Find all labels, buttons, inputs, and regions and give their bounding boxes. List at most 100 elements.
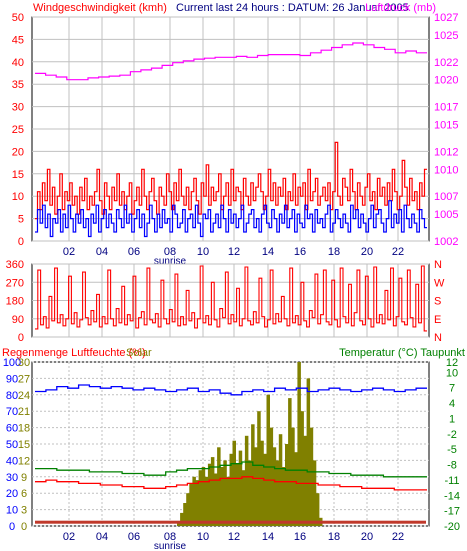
y-tick-label-temperature: -5	[447, 444, 457, 456]
solar-bar	[248, 460, 252, 526]
y-tick-label-humidity: 20	[6, 488, 18, 500]
x-tick-label: 02	[63, 246, 75, 258]
x-tick-label: 08	[164, 531, 176, 543]
y-tick-label-temperature: -11	[444, 475, 459, 487]
y-tick-label-wind: 25	[12, 124, 24, 136]
x-tick-label: 16	[294, 531, 306, 543]
solar-bar	[309, 427, 314, 526]
solar-bar	[263, 453, 267, 526]
y-tick-label-wind: 50	[12, 12, 24, 24]
solar-bar	[315, 493, 320, 526]
x-tick-label: 20	[361, 246, 373, 258]
y-tick-label-humidity: 70	[6, 406, 18, 418]
solar-bar	[260, 440, 264, 526]
x-tick-label: 04	[96, 246, 108, 258]
y-tick-label-humidity: 100	[3, 357, 21, 369]
wind-speed-title: Windgeschwindigkeit (kmh)	[33, 2, 167, 14]
y-tick-label-solar: 6	[21, 488, 27, 500]
rain-series-line	[35, 520, 426, 524]
wind-series-line	[35, 200, 427, 238]
y-tick-label-humidity: 0	[9, 521, 15, 533]
x-tick-label: 14	[262, 246, 274, 258]
solar-bar	[180, 512, 184, 526]
y-tick-label-pressure: 1012	[434, 146, 458, 158]
y-tick-label-humidity: 60	[6, 423, 18, 435]
x-tick-label: 04	[96, 531, 108, 543]
compass-label: W	[434, 277, 445, 289]
y-tick-label-pressure: 1017	[434, 102, 458, 114]
x-tick-label: 08	[164, 246, 176, 258]
solar-bar	[244, 435, 249, 526]
dewpoint-series-line	[35, 476, 427, 491]
compass-label: N	[434, 332, 442, 344]
x-tick-label: 10	[197, 531, 209, 543]
y-tick-label-temperature: 12	[446, 357, 458, 369]
y-tick-label-solar: 18	[18, 423, 30, 435]
solar-bar	[220, 467, 224, 526]
solar-bar	[306, 378, 311, 526]
y-tick-label-temperature: -20	[444, 521, 460, 533]
y-tick-label-solar: 30	[18, 357, 30, 369]
solar-bar	[217, 447, 221, 526]
x-tick-label: 16	[294, 246, 306, 258]
y-tick-label-pressure: 1025	[434, 30, 458, 42]
y-tick-label-wind: 30	[12, 102, 24, 114]
y-tick-label-pressure: 1002	[434, 236, 458, 248]
solar-bar	[288, 398, 292, 526]
solar-bar	[297, 362, 301, 526]
solar-bar	[189, 483, 193, 526]
y-tick-label-temperature: 7	[449, 383, 455, 395]
y-tick-label-wind: 45	[12, 34, 24, 46]
y-tick-label-humidity: 10	[6, 505, 18, 517]
y-tick-label-solar: 9	[21, 472, 27, 484]
y-tick-label-solar: 0	[21, 521, 27, 533]
y-tick-label-humidity: 50	[6, 439, 18, 451]
solar-bar	[238, 450, 243, 526]
solar-bar	[186, 493, 190, 526]
y-tick-label-wind: 15	[12, 169, 24, 181]
y-tick-label-solar: 3	[21, 505, 27, 517]
pressure-title: Luftdruck (mb)	[365, 2, 436, 14]
x-tick-label: 18	[328, 246, 340, 258]
x-tick-label: 18	[328, 531, 340, 543]
y-tick-label-temperature: -8	[447, 460, 457, 472]
y-tick-label-wind: 20	[12, 146, 24, 158]
y-tick-label-wind: 35	[12, 79, 24, 91]
solar-bar	[229, 453, 233, 526]
y-tick-label-pressure: 1010	[434, 164, 458, 176]
y-tick-label-humidity: 80	[6, 390, 18, 402]
solar-bar	[278, 434, 283, 526]
x-tick-label: 20	[361, 531, 373, 543]
solar-bar	[232, 440, 236, 526]
x-tick-label: 06	[128, 531, 140, 543]
y-tick-label-solar: 15	[18, 439, 30, 451]
wind-direction-series-line	[35, 265, 427, 332]
y-tick-label-direction: 0	[18, 332, 24, 344]
y-tick-label-pressure: 1005	[434, 209, 458, 221]
x-tick-label: 12	[228, 246, 240, 258]
y-tick-label-wind: 10	[12, 191, 24, 203]
solar-bar	[207, 463, 212, 526]
solar-bar	[235, 463, 240, 526]
solar-bar	[257, 411, 261, 526]
x-tick-label: 02	[63, 531, 75, 543]
y-tick-label-direction: 360	[6, 259, 24, 271]
solar-bar	[251, 424, 255, 526]
rain-humidity-title: Regenmenge Luftfeuchte (%)	[2, 347, 146, 359]
solar-bar	[254, 447, 258, 526]
solar-bar	[210, 457, 215, 526]
x-tick-label: 22	[392, 246, 404, 258]
compass-label: N	[434, 259, 442, 271]
y-tick-label-temperature: 4	[449, 398, 455, 410]
solar-bar	[177, 522, 181, 526]
solar-bar	[223, 460, 227, 526]
y-tick-label-wind: 40	[12, 57, 24, 69]
x-tick-label: 22	[392, 531, 404, 543]
solar-bar	[266, 394, 270, 526]
solar-bar	[285, 444, 289, 526]
compass-label: E	[434, 314, 441, 326]
y-tick-label-solar: 21	[18, 406, 30, 418]
solar-bar	[269, 427, 274, 526]
y-tick-label-pressure: 1007	[434, 191, 458, 203]
